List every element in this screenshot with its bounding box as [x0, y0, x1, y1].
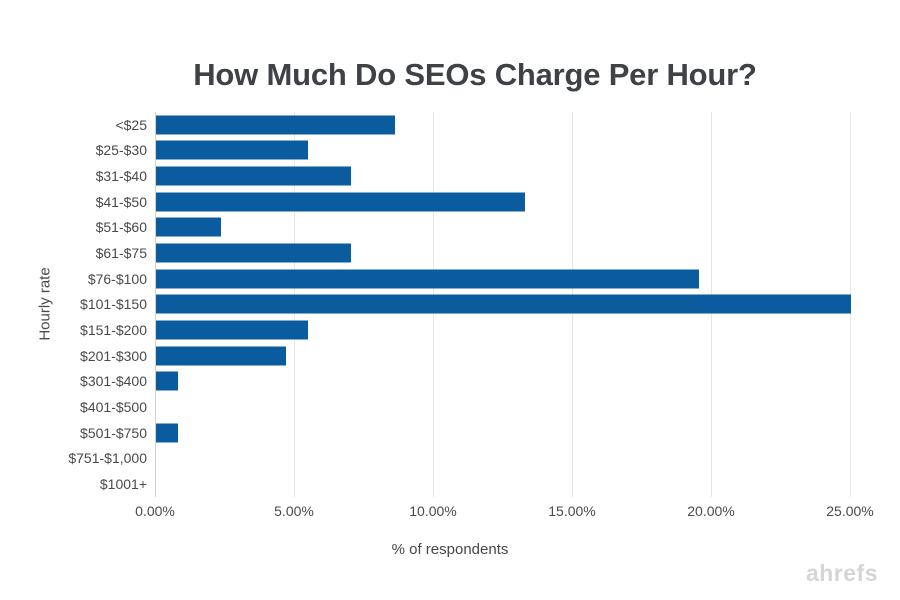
- bar: [156, 294, 851, 314]
- bar: [156, 371, 178, 391]
- category-label: $501-$750: [80, 424, 147, 441]
- bar-row: $751-$1,000: [68, 446, 850, 472]
- bar-row: $101-$150: [80, 292, 851, 318]
- bar: [156, 423, 178, 443]
- category-label: $76-$100: [87, 270, 147, 287]
- bar-row: $25-$30: [96, 138, 850, 164]
- chart-title: How Much Do SEOs Charge Per Hour?: [193, 56, 757, 92]
- bar-row: $501-$750: [80, 420, 850, 446]
- bar-row: $41-$50: [96, 189, 850, 215]
- bar: [156, 269, 699, 289]
- category-label: $41-$50: [95, 193, 147, 210]
- bar: [156, 243, 352, 263]
- bar: [156, 217, 222, 237]
- bar-row: <$25: [115, 112, 850, 138]
- bar-row: $51-$60: [96, 215, 850, 241]
- category-label: $31-$40: [95, 168, 147, 185]
- bar-row: $301-$400: [80, 369, 850, 395]
- bar-row: $61-$75: [96, 240, 850, 266]
- plot-area: <$25 $25-$30 $31-$40 $41-$50 $51-$60 $61-$75 $…: [68, 112, 851, 497]
- bar-row: $76-$100: [88, 266, 850, 292]
- x-tick-label: 5.00%: [274, 503, 314, 519]
- x-tick-label: 0.00%: [135, 503, 175, 519]
- x-tick-label: 20.00%: [687, 503, 735, 519]
- category-label: $101-$150: [80, 296, 147, 313]
- bar-row: $151-$200: [80, 317, 850, 343]
- category-label: $751-$1,000: [68, 450, 147, 467]
- category-label: $151-$200: [80, 322, 147, 339]
- category-label: $301-$400: [80, 373, 147, 390]
- x-tick-label: 10.00%: [409, 503, 457, 519]
- x-tick-label: 25.00%: [826, 503, 874, 519]
- category-label: $25-$30: [95, 142, 147, 159]
- category-label: $1001+: [99, 476, 147, 493]
- x-axis-ticks: 0.00% 5.00% 10.00% 15.00% 20.00% 25.00%: [135, 503, 874, 523]
- bar-row: $31-$40: [96, 163, 850, 189]
- bar: [156, 166, 352, 186]
- category-label: <$25: [115, 116, 147, 133]
- ahrefs-watermark: ahrefs: [805, 560, 878, 586]
- bar: [156, 346, 287, 366]
- category-label: $61-$75: [95, 245, 147, 262]
- category-label: $401-$500: [80, 399, 147, 416]
- x-tick-label: 15.00%: [548, 503, 596, 519]
- bar: [156, 115, 395, 135]
- y-axis-line: [155, 112, 156, 497]
- bar: [156, 140, 309, 160]
- category-label: $51-$60: [95, 219, 147, 236]
- category-label: $201-$300: [80, 347, 147, 364]
- bar-rows: <$25 $25-$30 $31-$40 $41-$50 $51-$60 $61-$75 $…: [68, 112, 851, 497]
- bar-row: $401-$500: [80, 394, 850, 420]
- x-axis-title: % of respondents: [391, 541, 509, 558]
- bar: [156, 320, 309, 340]
- bar-row: $1001+: [100, 471, 850, 497]
- bar: [156, 192, 526, 212]
- bar-row: $201-$300: [80, 343, 850, 369]
